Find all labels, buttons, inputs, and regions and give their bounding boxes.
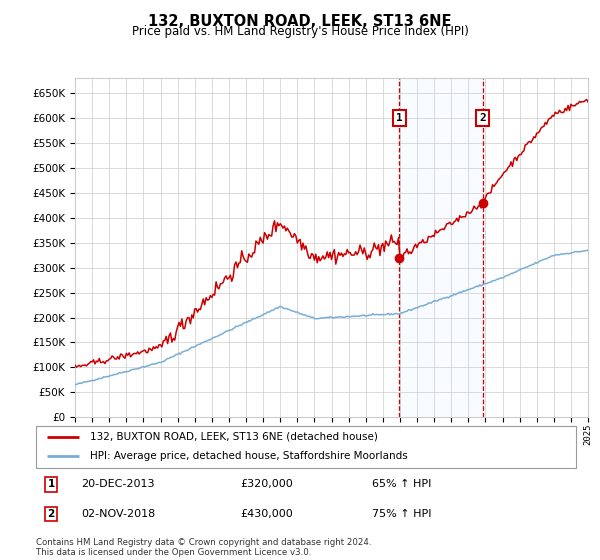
Text: 65% ↑ HPI: 65% ↑ HPI [372,479,431,489]
Text: 20-DEC-2013: 20-DEC-2013 [81,479,155,489]
Bar [400,78,482,417]
Text: 2: 2 [479,113,486,123]
FancyBboxPatch shape [36,426,576,468]
Text: 1: 1 [396,113,403,123]
Text: £320,000: £320,000 [240,479,293,489]
Text: 132, BUXTON ROAD, LEEK, ST13 6NE (detached house): 132, BUXTON ROAD, LEEK, ST13 6NE (detach… [90,432,378,442]
Text: £430,000: £430,000 [240,509,293,519]
Text: Price paid vs. HM Land Registry's House Price Index (HPI): Price paid vs. HM Land Registry's House … [131,25,469,38]
Text: Contains HM Land Registry data © Crown copyright and database right 2024.
This d: Contains HM Land Registry data © Crown c… [36,538,371,557]
Text: 132, BUXTON ROAD, LEEK, ST13 6NE: 132, BUXTON ROAD, LEEK, ST13 6NE [148,14,452,29]
Text: 75% ↑ HPI: 75% ↑ HPI [372,509,431,519]
Text: 1: 1 [47,479,55,489]
Text: 2: 2 [47,509,55,519]
Text: 02-NOV-2018: 02-NOV-2018 [81,509,155,519]
Text: HPI: Average price, detached house, Staffordshire Moorlands: HPI: Average price, detached house, Staf… [90,451,408,461]
